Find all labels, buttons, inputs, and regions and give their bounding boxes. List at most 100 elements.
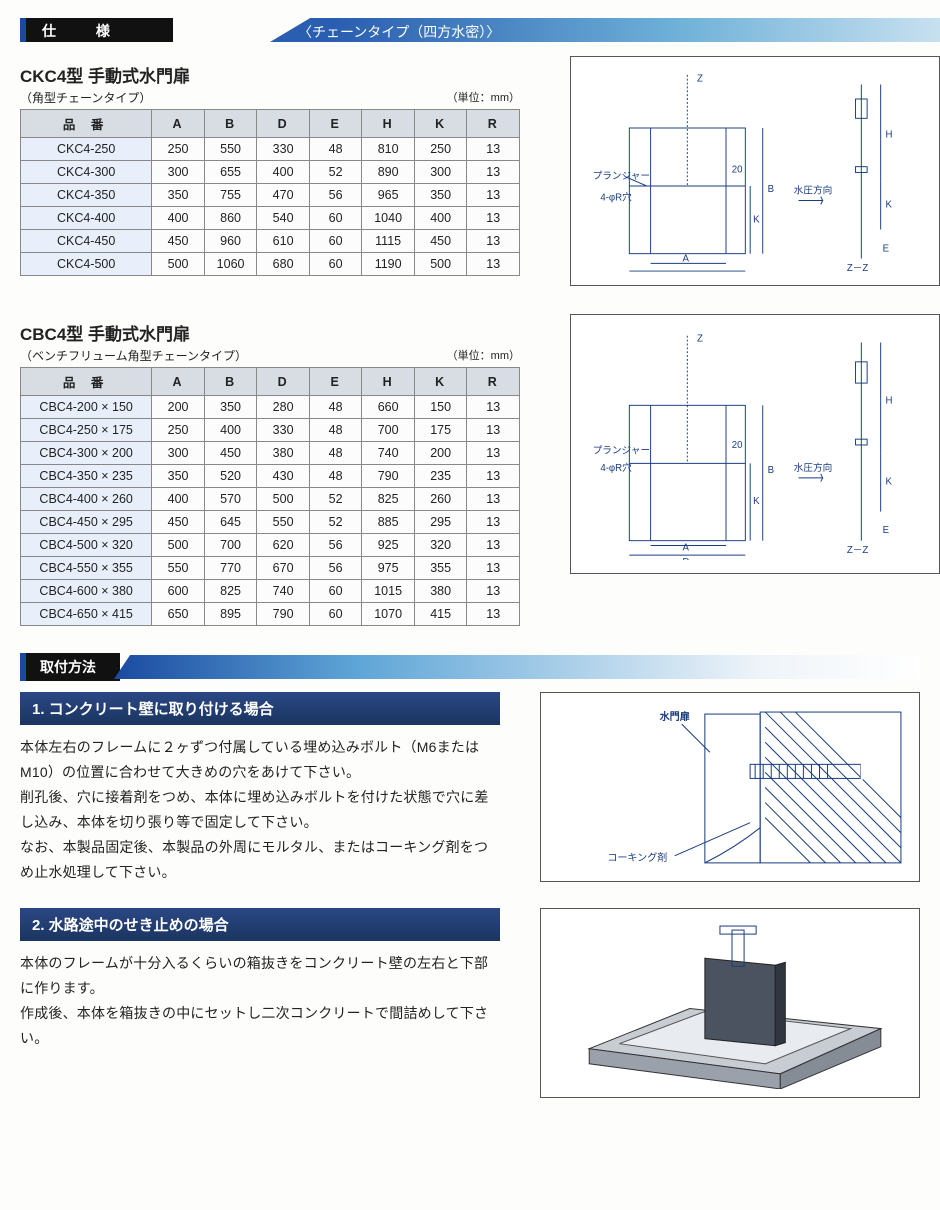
- label2-pressure: 水圧方向: [794, 462, 833, 474]
- value-cell: 280: [257, 396, 310, 419]
- col-header: E: [309, 368, 362, 396]
- model-cell: CBC4-400 × 260: [21, 488, 152, 511]
- value-cell: 200: [414, 442, 467, 465]
- label2-20: 20: [732, 440, 743, 451]
- table-row: CBC4-450 × 2954506455505288529513: [21, 511, 520, 534]
- col-header: A: [152, 368, 205, 396]
- table-row: CBC4-350 × 2353505204304879023513: [21, 465, 520, 488]
- value-cell: 300: [152, 442, 205, 465]
- value-cell: 550: [152, 557, 205, 580]
- value-cell: 13: [467, 396, 520, 419]
- value-cell: 680: [257, 253, 310, 276]
- value-cell: 600: [152, 580, 205, 603]
- model-cell: CBC4-200 × 150: [21, 396, 152, 419]
- table-row: CBC4-600 × 38060082574060101538013: [21, 580, 520, 603]
- value-cell: 500: [152, 534, 205, 557]
- model-cell: CBC4-500 × 320: [21, 534, 152, 557]
- col-header: A: [152, 110, 205, 138]
- install-row-2: 2. 水路途中のせき止めの場合 本体のフレームが十分入るくらいの箱抜きをコンクリ…: [20, 908, 920, 1098]
- col-header: D: [257, 110, 310, 138]
- install2-left: 2. 水路途中のせき止めの場合 本体のフレームが十分入るくらいの箱抜きをコンクリ…: [20, 908, 500, 1051]
- value-cell: 810: [362, 138, 415, 161]
- value-cell: 790: [257, 603, 310, 626]
- table1-title: CKC4型 手動式水門扉: [20, 62, 520, 87]
- value-cell: 13: [467, 488, 520, 511]
- label-h: H: [886, 129, 893, 140]
- value-cell: 860: [204, 207, 257, 230]
- label-k2: K: [886, 199, 893, 210]
- diagram-1: Z プランジャー 4-φR穴 20 B K A D Z: [570, 56, 940, 286]
- label2-h: H: [886, 395, 893, 406]
- model-cell: CKC4-450: [21, 230, 152, 253]
- model-cell: CKC4-350: [21, 184, 152, 207]
- value-cell: 500: [257, 488, 310, 511]
- col-header: H: [362, 110, 415, 138]
- value-cell: 48: [309, 138, 362, 161]
- value-cell: 450: [152, 230, 205, 253]
- banner: 〈チェーンタイプ（四方水密）〉: [270, 18, 940, 42]
- content-row-1: CKC4型 手動式水門扉 （角型チェーンタイプ） （単位：mm） 品 番ABDE…: [20, 56, 920, 286]
- install-header: 取付方法: [20, 653, 120, 681]
- value-cell: 470: [257, 184, 310, 207]
- value-cell: 700: [204, 534, 257, 557]
- install2-heading: 2. 水路途中のせき止めの場合: [20, 908, 500, 941]
- value-cell: 52: [309, 511, 362, 534]
- table2-subtitle: （ベンチフリューム角型チェーンタイプ）: [20, 347, 247, 364]
- col-header: R: [467, 368, 520, 396]
- value-cell: 400: [204, 419, 257, 442]
- install-header-stripe: [114, 655, 920, 679]
- right-col-2: Z プランジャー 4-φR穴 20 B K A D Z: [570, 314, 940, 574]
- value-cell: 670: [257, 557, 310, 580]
- install-row-1: 1. コンクリート壁に取り付ける場合 本体左右のフレームに２ヶずつ付属している埋…: [20, 692, 920, 884]
- table-row: CKC4-2502505503304881025013: [21, 138, 520, 161]
- value-cell: 13: [467, 230, 520, 253]
- model-cell: CBC4-300 × 200: [21, 442, 152, 465]
- value-cell: 1040: [362, 207, 415, 230]
- value-cell: 355: [414, 557, 467, 580]
- value-cell: 350: [152, 184, 205, 207]
- value-cell: 350: [152, 465, 205, 488]
- label-z: Z: [697, 73, 703, 84]
- value-cell: 975: [362, 557, 415, 580]
- value-cell: 13: [467, 207, 520, 230]
- model-cell: CBC4-550 × 355: [21, 557, 152, 580]
- value-cell: 48: [309, 442, 362, 465]
- table-row: CBC4-400 × 2604005705005282526013: [21, 488, 520, 511]
- value-cell: 150: [414, 396, 467, 419]
- label2-rhole: 4-φR穴: [600, 462, 632, 474]
- table-row: CBC4-500 × 3205007006205692532013: [21, 534, 520, 557]
- value-cell: 400: [414, 207, 467, 230]
- value-cell: 825: [362, 488, 415, 511]
- model-cell: CBC4-250 × 175: [21, 419, 152, 442]
- label-pressure: 水圧方向: [794, 184, 833, 196]
- value-cell: 450: [152, 511, 205, 534]
- value-cell: 380: [414, 580, 467, 603]
- label-zz: Z－Z: [847, 263, 869, 273]
- value-cell: 60: [309, 603, 362, 626]
- value-cell: 13: [467, 603, 520, 626]
- value-cell: 13: [467, 557, 520, 580]
- value-cell: 645: [204, 511, 257, 534]
- left-col-2: CBC4型 手動式水門扉 （ベンチフリューム角型チェーンタイプ） （単位：mm）…: [20, 314, 520, 626]
- col-header: B: [204, 110, 257, 138]
- install1-right: 水門扉: [540, 692, 920, 882]
- spec-table-ckc4: 品 番ABDEHKRCKC4-2502505503304881025013CKC…: [20, 109, 520, 276]
- value-cell: 885: [362, 511, 415, 534]
- value-cell: 13: [467, 465, 520, 488]
- value-cell: 520: [204, 465, 257, 488]
- value-cell: 13: [467, 511, 520, 534]
- label-20: 20: [732, 164, 743, 175]
- section-label: 仕 様: [20, 18, 173, 42]
- model-cell: CKC4-500: [21, 253, 152, 276]
- label-e: E: [883, 243, 890, 254]
- table2-title: CBC4型 手動式水門扉: [20, 320, 520, 345]
- install1-left: 1. コンクリート壁に取り付ける場合 本体左右のフレームに２ヶずつ付属している埋…: [20, 692, 500, 884]
- technical-drawing-1: Z プランジャー 4-φR穴 20 B K A D Z: [581, 70, 929, 273]
- value-cell: 56: [309, 534, 362, 557]
- top-header: 仕 様 〈チェーンタイプ（四方水密）〉: [20, 18, 920, 46]
- value-cell: 400: [257, 161, 310, 184]
- value-cell: 13: [467, 161, 520, 184]
- value-cell: 430: [257, 465, 310, 488]
- label2-b: B: [768, 465, 774, 476]
- value-cell: 790: [362, 465, 415, 488]
